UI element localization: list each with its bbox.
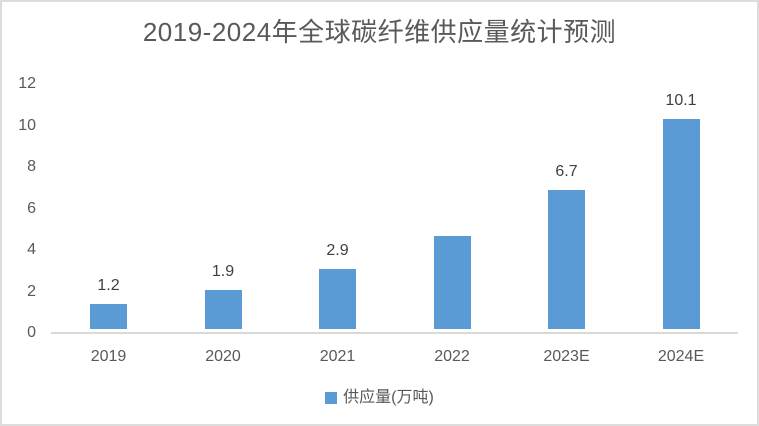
bar-value-label: 6.7 xyxy=(555,162,578,180)
x-axis-line xyxy=(51,332,738,334)
bar-value-label: 1.9 xyxy=(211,262,235,280)
x-axis-label-2021: 2021 xyxy=(319,348,356,365)
y-axis-tick-label: 12 xyxy=(18,75,36,92)
x-axis-label-2024E: 2024E xyxy=(657,348,705,365)
bar-2024E xyxy=(662,119,700,329)
y-axis-tick-label: 10 xyxy=(18,116,36,134)
x-axis-label-2020: 2020 xyxy=(205,348,241,365)
legend: 供应量(万吨) xyxy=(2,387,757,409)
y-axis-tick-label: 4 xyxy=(27,241,36,258)
y-axis-tick-label: 0 xyxy=(27,324,36,341)
bar-2022 xyxy=(433,235,471,329)
bar-2023E xyxy=(548,189,585,329)
bar-2021 xyxy=(319,268,356,329)
legend-label: 供应量(万吨) xyxy=(343,389,434,406)
x-axis-label-2023E: 2023E xyxy=(543,348,590,365)
bar-value-label: 1.2 xyxy=(97,277,120,295)
y-axis-tick-label: 6 xyxy=(27,199,36,217)
x-axis-label-2022: 2022 xyxy=(434,348,470,365)
bar-2020 xyxy=(204,289,242,329)
x-axis-label-2019: 2019 xyxy=(90,348,127,365)
chart-title: 2019-2024年全球碳纤维供应量统计预测 xyxy=(142,17,617,47)
bar-2019 xyxy=(90,304,127,329)
y-axis-tick-label: 2 xyxy=(27,282,36,300)
bar-value-label: 2.9 xyxy=(326,241,349,259)
legend-marker-icon xyxy=(325,392,338,404)
y-axis-tick-label: 8 xyxy=(27,158,36,175)
bar-value-label: 10.1 xyxy=(665,92,697,110)
